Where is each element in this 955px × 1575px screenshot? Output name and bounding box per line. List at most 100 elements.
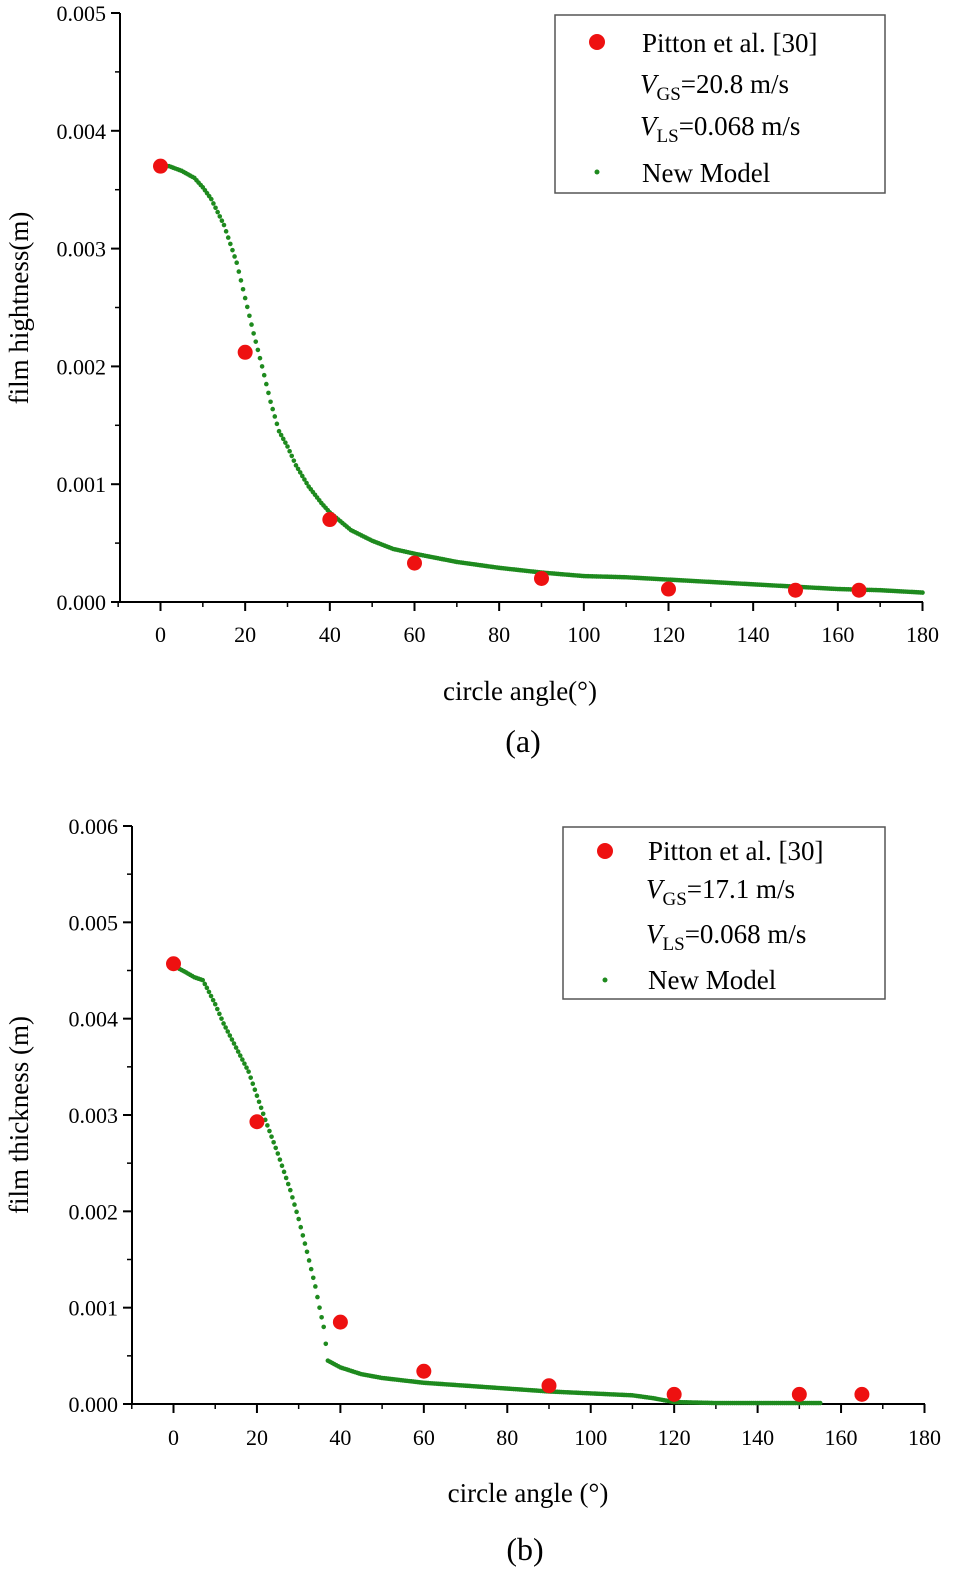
chart-b-model-point xyxy=(231,1041,237,1046)
chart-a-model-point xyxy=(297,470,303,475)
chart-a-measured-point xyxy=(153,158,168,174)
chart-a-model-point xyxy=(234,260,239,266)
chart-b-x-tick-label: 160 xyxy=(825,1425,858,1450)
chart-b-model-point xyxy=(219,1016,224,1021)
chart-b-x-ticks: 0 20 40 60 80 100 120 140 160 180 xyxy=(131,1404,941,1450)
chart-a-model-point xyxy=(238,278,244,283)
chart-b-model-point xyxy=(306,1258,312,1263)
chart-b-x-tick-label: 140 xyxy=(741,1425,774,1450)
chart-a-measured-point xyxy=(661,581,676,597)
chart-b-model-point xyxy=(323,1341,329,1347)
chart-b-model-point xyxy=(252,1087,258,1093)
chart-b-x-tick-label: 100 xyxy=(574,1425,607,1450)
chart-b-model-point xyxy=(319,1315,324,1320)
chart-b-measured-point xyxy=(666,1386,682,1402)
chart-a-panel-label: (a) xyxy=(505,723,541,759)
chart-b-model-point xyxy=(817,1400,823,1406)
chart-b-model-point xyxy=(288,1187,293,1193)
chart-b-model-point xyxy=(294,1209,299,1215)
chart-b-measured-point xyxy=(249,1114,265,1130)
chart-a-measured-point xyxy=(237,344,253,360)
chart-a-measured-series xyxy=(153,158,867,598)
chart-a-x-tick-label: 180 xyxy=(906,622,939,647)
chart-a-model-point xyxy=(211,201,216,206)
chart-a-x-tick-label: 0 xyxy=(155,622,166,647)
chart-b-model-point xyxy=(221,1021,226,1026)
chart-b-measured-point xyxy=(854,1386,870,1402)
chart-b-model-point xyxy=(269,1134,274,1139)
chart-b-model-point xyxy=(258,1105,264,1111)
chart-b-panel-label: (b) xyxy=(506,1531,543,1567)
chart-a-legend-box xyxy=(554,14,886,194)
chart-a-y-label: film hightness(m) xyxy=(4,212,34,405)
chart-b-model-point xyxy=(217,1011,222,1017)
chart-b-x-label: circle angle (°) xyxy=(448,1478,609,1508)
chart-b-model-point xyxy=(283,1175,289,1181)
chart-a-model-point xyxy=(219,218,225,224)
chart-a-model-point xyxy=(228,241,233,247)
chart-b-model-point xyxy=(279,1163,285,1169)
chart-b-model-point xyxy=(317,1305,322,1310)
chart-b-model-point xyxy=(212,1001,218,1007)
chart-a-y-tick-label: 0.002 xyxy=(57,354,107,379)
chart-a-model-point xyxy=(244,304,250,310)
chart-a-y-tick-label: 0.004 xyxy=(57,119,107,144)
chart-a-x-tick-label: 140 xyxy=(737,622,770,647)
chart-a-legend-measured-label: Pitton et al. [30] xyxy=(642,28,817,58)
chart-b-model-point xyxy=(200,977,206,983)
chart-a-model-point xyxy=(302,477,307,482)
chart-b-model-point xyxy=(225,1029,231,1034)
chart-b-measured-point xyxy=(332,1314,348,1330)
chart-a-model-point xyxy=(264,381,269,387)
chart-b-x-tick-label: 40 xyxy=(329,1425,351,1450)
chart-a-model-point xyxy=(213,205,218,211)
chart-b-model-point xyxy=(227,1033,233,1038)
chart-a-measured-point xyxy=(534,570,549,586)
chart-a-measured-point xyxy=(851,582,867,598)
chart-b-model-point xyxy=(235,1049,241,1054)
chart-b-model-point xyxy=(313,1284,318,1289)
chart-b-model-point xyxy=(277,1157,283,1162)
chart-b-model-point xyxy=(242,1061,247,1066)
chart-b-model-point xyxy=(206,989,212,995)
chart-b-model-point xyxy=(271,1139,276,1145)
chart-b-measured-point xyxy=(791,1386,807,1402)
chart-b-model-point xyxy=(321,1324,327,1330)
chart-a-model-point xyxy=(272,414,278,419)
chart-a-legend-vls: VLS=0.068 m/s xyxy=(640,111,800,147)
chart-b-legend-box xyxy=(562,826,886,1000)
chart-b-model-point xyxy=(223,1025,228,1030)
chart-a-model-point xyxy=(270,406,275,412)
chart-b-model-point xyxy=(302,1241,308,1246)
chart-a-legend-model-marker xyxy=(594,169,600,175)
chart-a-model-point xyxy=(249,322,254,327)
chart-a-x-tick-label: 20 xyxy=(234,622,256,647)
chart-b-model-point xyxy=(265,1123,270,1128)
chart-a-model-point xyxy=(259,364,265,369)
chart-b-x-tick-label: 120 xyxy=(658,1425,691,1450)
chart-a: 0.000 0.001 0.002 0.003 0.004 0.005 0 20 40 60 80… xyxy=(4,1,939,759)
chart-b-model-point xyxy=(273,1145,279,1151)
chart-a-model-series xyxy=(158,163,925,595)
chart-b-model-point xyxy=(292,1202,297,1207)
chart-a-measured-point xyxy=(322,512,338,528)
chart-b-model-series xyxy=(171,963,823,1406)
chart-a-model-point xyxy=(304,480,309,486)
chart-b-model-point xyxy=(267,1128,272,1134)
chart-b-model-point xyxy=(240,1057,245,1062)
chart-a-model-point xyxy=(230,247,235,253)
chart-b-model-point xyxy=(204,985,210,991)
chart-a-x-tick-label: 120 xyxy=(652,622,685,647)
chart-b-model-point xyxy=(208,993,214,999)
chart-a-model-point xyxy=(266,390,271,396)
chart-b-model-point xyxy=(296,1216,301,1222)
chart-b-model-point xyxy=(304,1249,310,1255)
chart-a-legend-model-label: New Model xyxy=(642,158,770,188)
chart-a-model-point xyxy=(285,444,290,449)
chart-a-y-ticks: 0.000 0.001 0.002 0.003 0.004 0.005 xyxy=(57,1,120,615)
chart-b-y-tick-label: 0.002 xyxy=(69,1199,119,1224)
chart-b-x-tick-label: 80 xyxy=(496,1425,518,1450)
chart-b-y-label: film thickness (m) xyxy=(4,1016,34,1214)
chart-a-model-point xyxy=(221,222,227,228)
chart-a-x-ticks: 0 20 40 60 80 100 120 140 160 180 xyxy=(117,602,939,647)
